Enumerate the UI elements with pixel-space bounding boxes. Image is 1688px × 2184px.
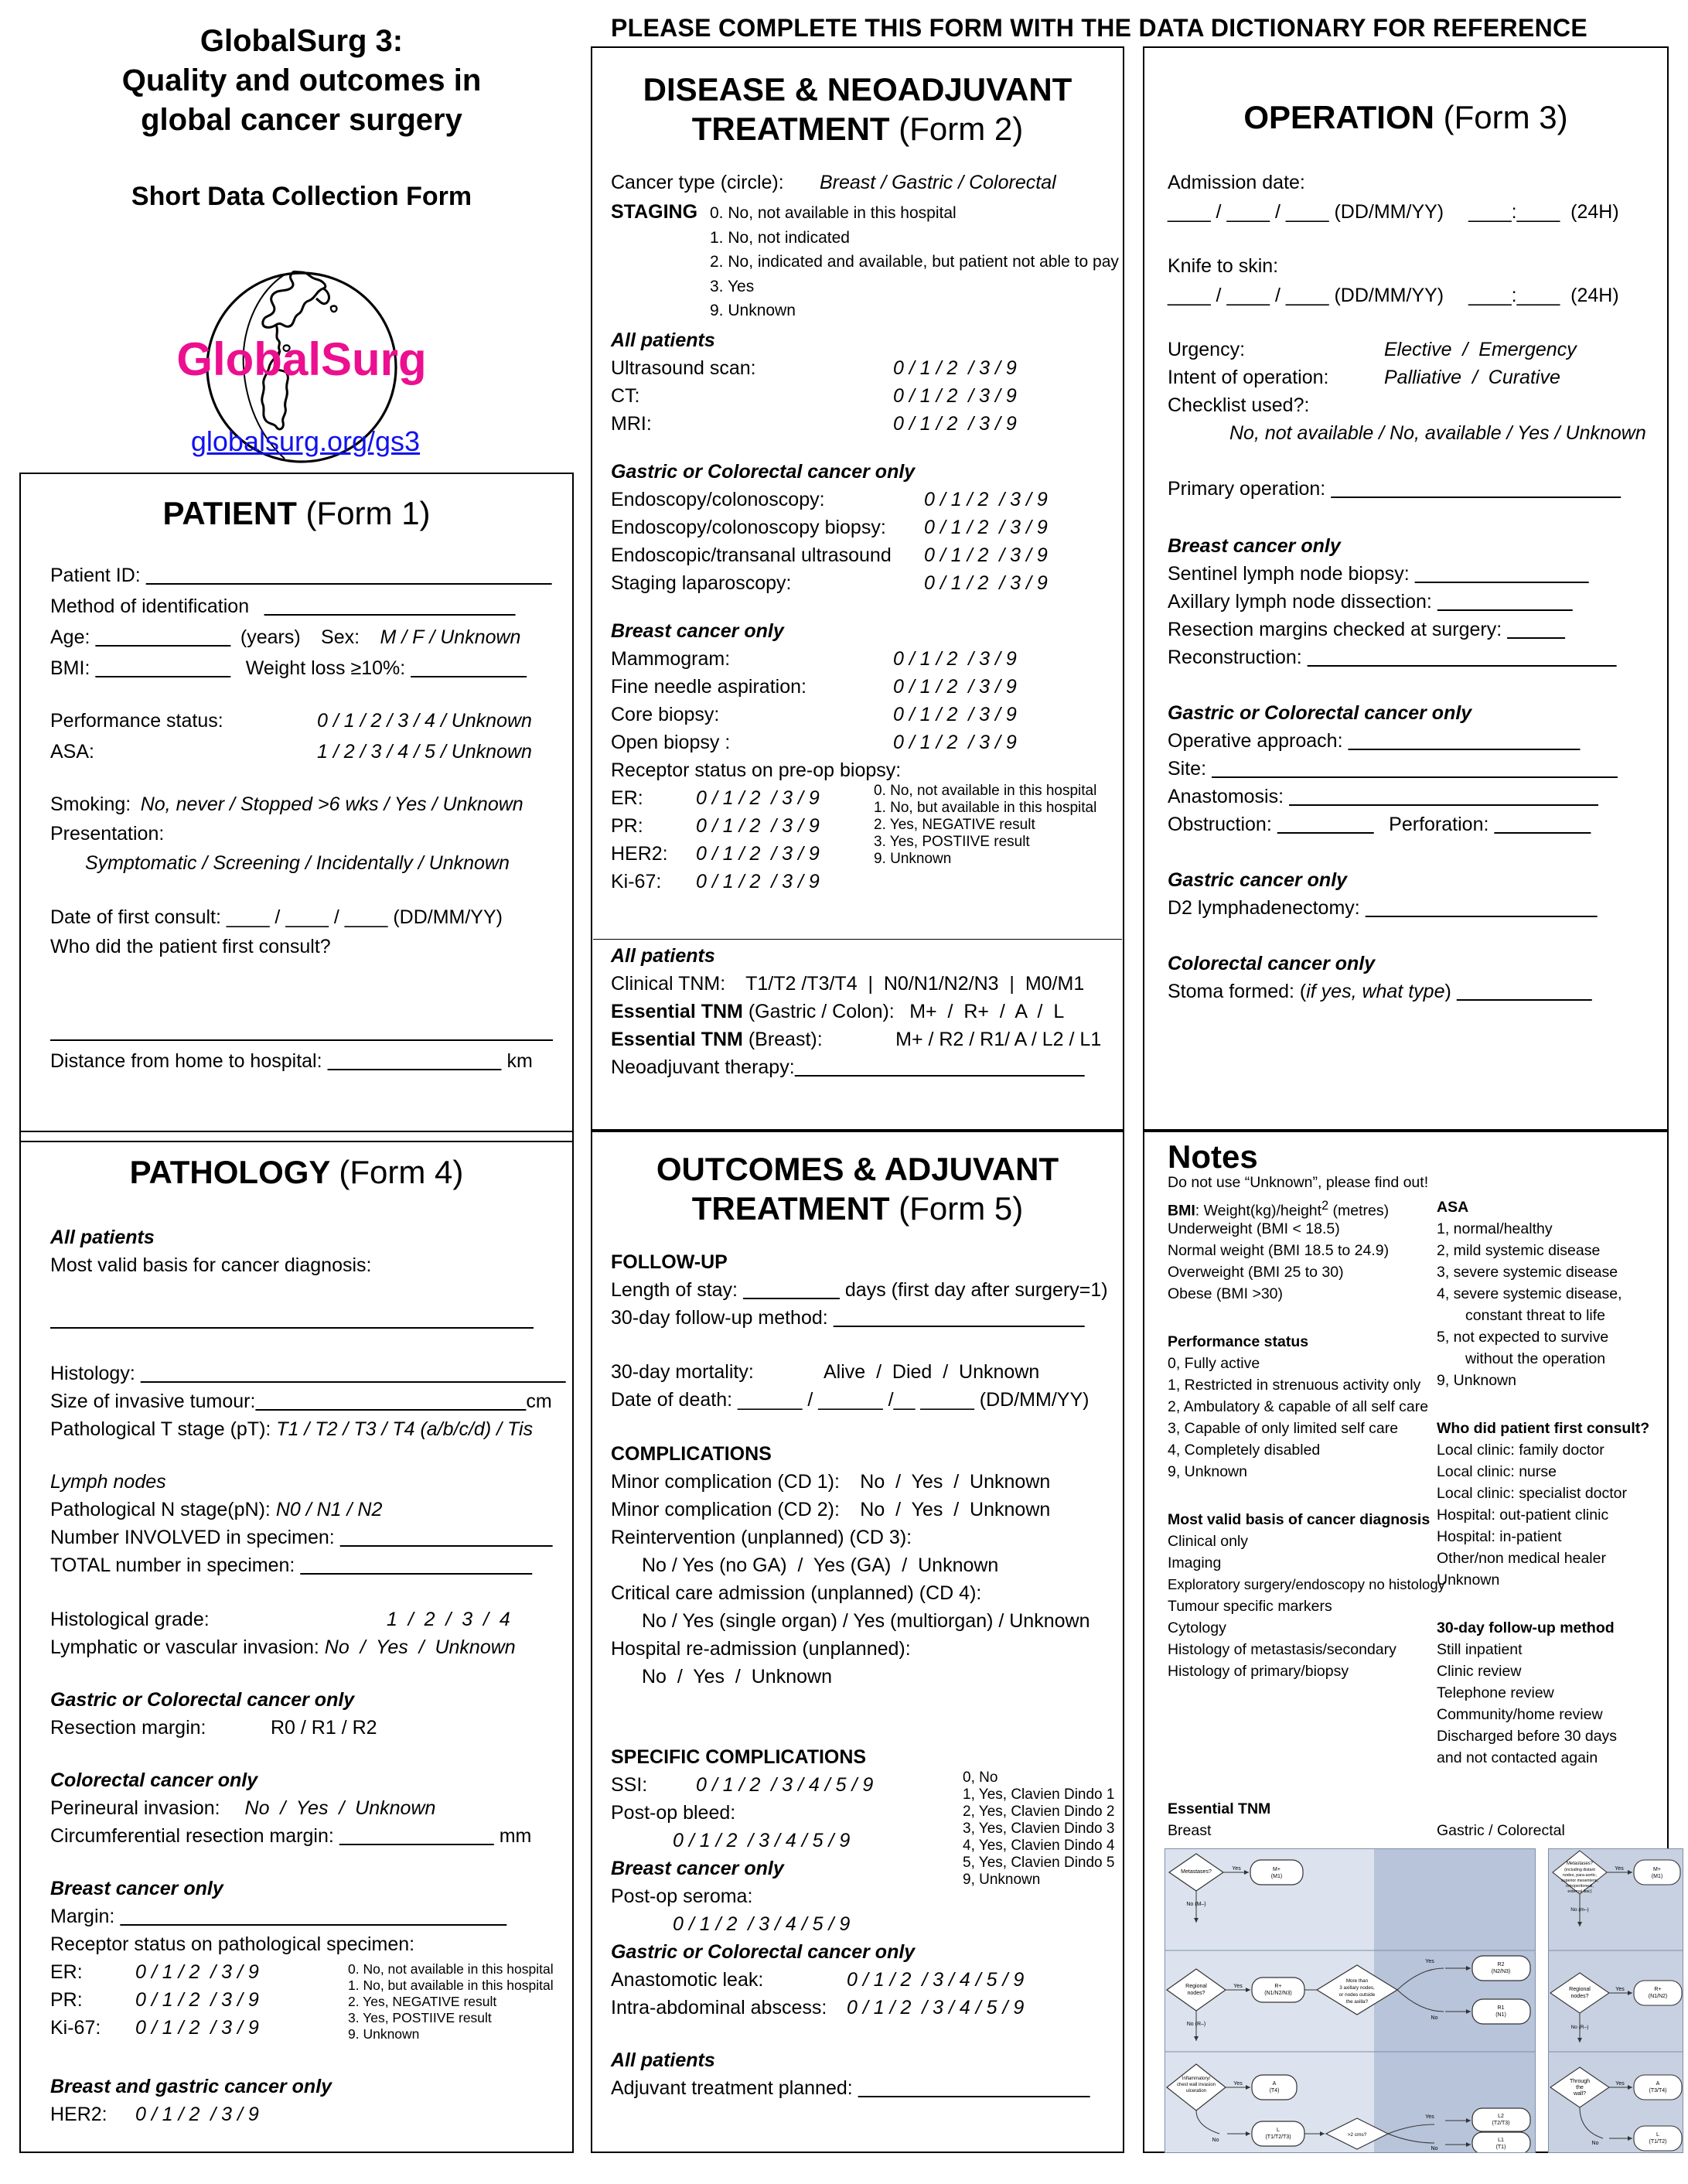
svg-text:the axilla?: the axilla? (1346, 1999, 1369, 2005)
svg-text:R1: R1 (1498, 2005, 1505, 2011)
svg-text:Regional: Regional (1569, 1987, 1591, 1992)
svg-text:(T1): (T1) (1496, 2145, 1506, 2150)
svg-text:the: the (1576, 2085, 1584, 2090)
svg-text:Regional: Regional (1185, 1984, 1207, 1989)
svg-text:or nodes outside: or nodes outside (1339, 1992, 1376, 1998)
svg-text:(T1/T2/T3): (T1/T2/T3) (1265, 2135, 1291, 2140)
svg-text:(N1/N2/N3): (N1/N2/N3) (1264, 1991, 1291, 1996)
svg-text:No (R–): No (R–) (1571, 2025, 1589, 2030)
svg-text:R+: R+ (1654, 1987, 1661, 1992)
svg-text:L: L (1277, 2128, 1280, 2133)
svg-text:No (m–): No (m–) (1570, 1907, 1588, 1913)
svg-text:nodes, para-aortic,: nodes, para-aortic, (1563, 1873, 1597, 1878)
svg-text:M+: M+ (1273, 1867, 1280, 1872)
svg-text:Yes: Yes (1615, 1987, 1625, 1992)
svg-text:external iliac): external iliac) (1567, 1889, 1591, 1894)
svg-text:ulceration: ulceration (1186, 2089, 1206, 2094)
svg-text:No: No (1212, 2138, 1219, 2143)
svg-text:No: No (1431, 2146, 1438, 2152)
svg-text:(T1/T2): (T1/T2) (1649, 2139, 1667, 2145)
svg-text:(N1/N2): (N1/N2) (1649, 1994, 1668, 1999)
svg-text:Yes: Yes (1233, 1984, 1243, 1989)
svg-text:Metastases?: Metastases? (1567, 1862, 1594, 1866)
svg-text:(M1): (M1) (1271, 1874, 1282, 1879)
svg-text:More than: More than (1346, 1978, 1369, 1984)
svg-text:No: No (1431, 2015, 1438, 2021)
svg-text:(N1): (N1) (1495, 2012, 1506, 2018)
svg-text:(T4): (T4) (1270, 2088, 1280, 2094)
svg-text:A: A (1656, 2081, 1660, 2087)
svg-text:Yes: Yes (1425, 2114, 1434, 2120)
svg-text:nodes?: nodes? (1571, 1994, 1589, 1999)
svg-text:(including distant: (including distant (1564, 1868, 1595, 1872)
svg-text:L2: L2 (1498, 2114, 1504, 2119)
svg-text:M+: M+ (1653, 1867, 1661, 1872)
svg-text:A: A (1273, 2081, 1277, 2087)
svg-text:3 axillary nodes,: 3 axillary nodes, (1339, 1985, 1375, 1991)
svg-text:Inflammatory/: Inflammatory/ (1182, 2077, 1211, 2081)
svg-text:superior mesenteric,: superior mesenteric, (1561, 1879, 1598, 1883)
svg-text:Yes: Yes (1615, 2081, 1625, 2087)
svg-text:No: No (1592, 2141, 1599, 2146)
svg-text:chest wall invasion: chest wall invasion (1177, 2083, 1216, 2087)
svg-text:Yes: Yes (1233, 2081, 1243, 2087)
svg-text:R+: R+ (1274, 1984, 1281, 1989)
svg-text:Through: Through (1570, 2079, 1590, 2084)
svg-text:retroperitoneal,: retroperitoneal, (1566, 1884, 1594, 1889)
svg-text:Yes: Yes (1425, 1959, 1434, 1964)
svg-text:Yes: Yes (1615, 1866, 1624, 1872)
svg-text:L: L (1656, 2132, 1659, 2138)
svg-text:(N2/N3): (N2/N3) (1492, 1969, 1511, 1974)
svg-text:L1: L1 (1498, 2138, 1504, 2143)
svg-text:>2 cms?: >2 cms? (1348, 2132, 1367, 2138)
svg-text:nodes?: nodes? (1188, 1991, 1205, 1996)
svg-text:No (M–): No (M–) (1186, 1902, 1205, 1907)
svg-text:Metastases?: Metastases? (1181, 1869, 1212, 1875)
svg-text:(T3/T4): (T3/T4) (1649, 2088, 1667, 2094)
svg-text:(M1): (M1) (1652, 1874, 1662, 1879)
svg-text:R2: R2 (1498, 1962, 1505, 1967)
svg-text:No (R–): No (R–) (1187, 2022, 1206, 2027)
svg-text:Yes: Yes (1232, 1866, 1241, 1872)
svg-text:(T2/T3): (T2/T3) (1492, 2121, 1510, 2126)
svg-text:wall?: wall? (1573, 2091, 1586, 2097)
